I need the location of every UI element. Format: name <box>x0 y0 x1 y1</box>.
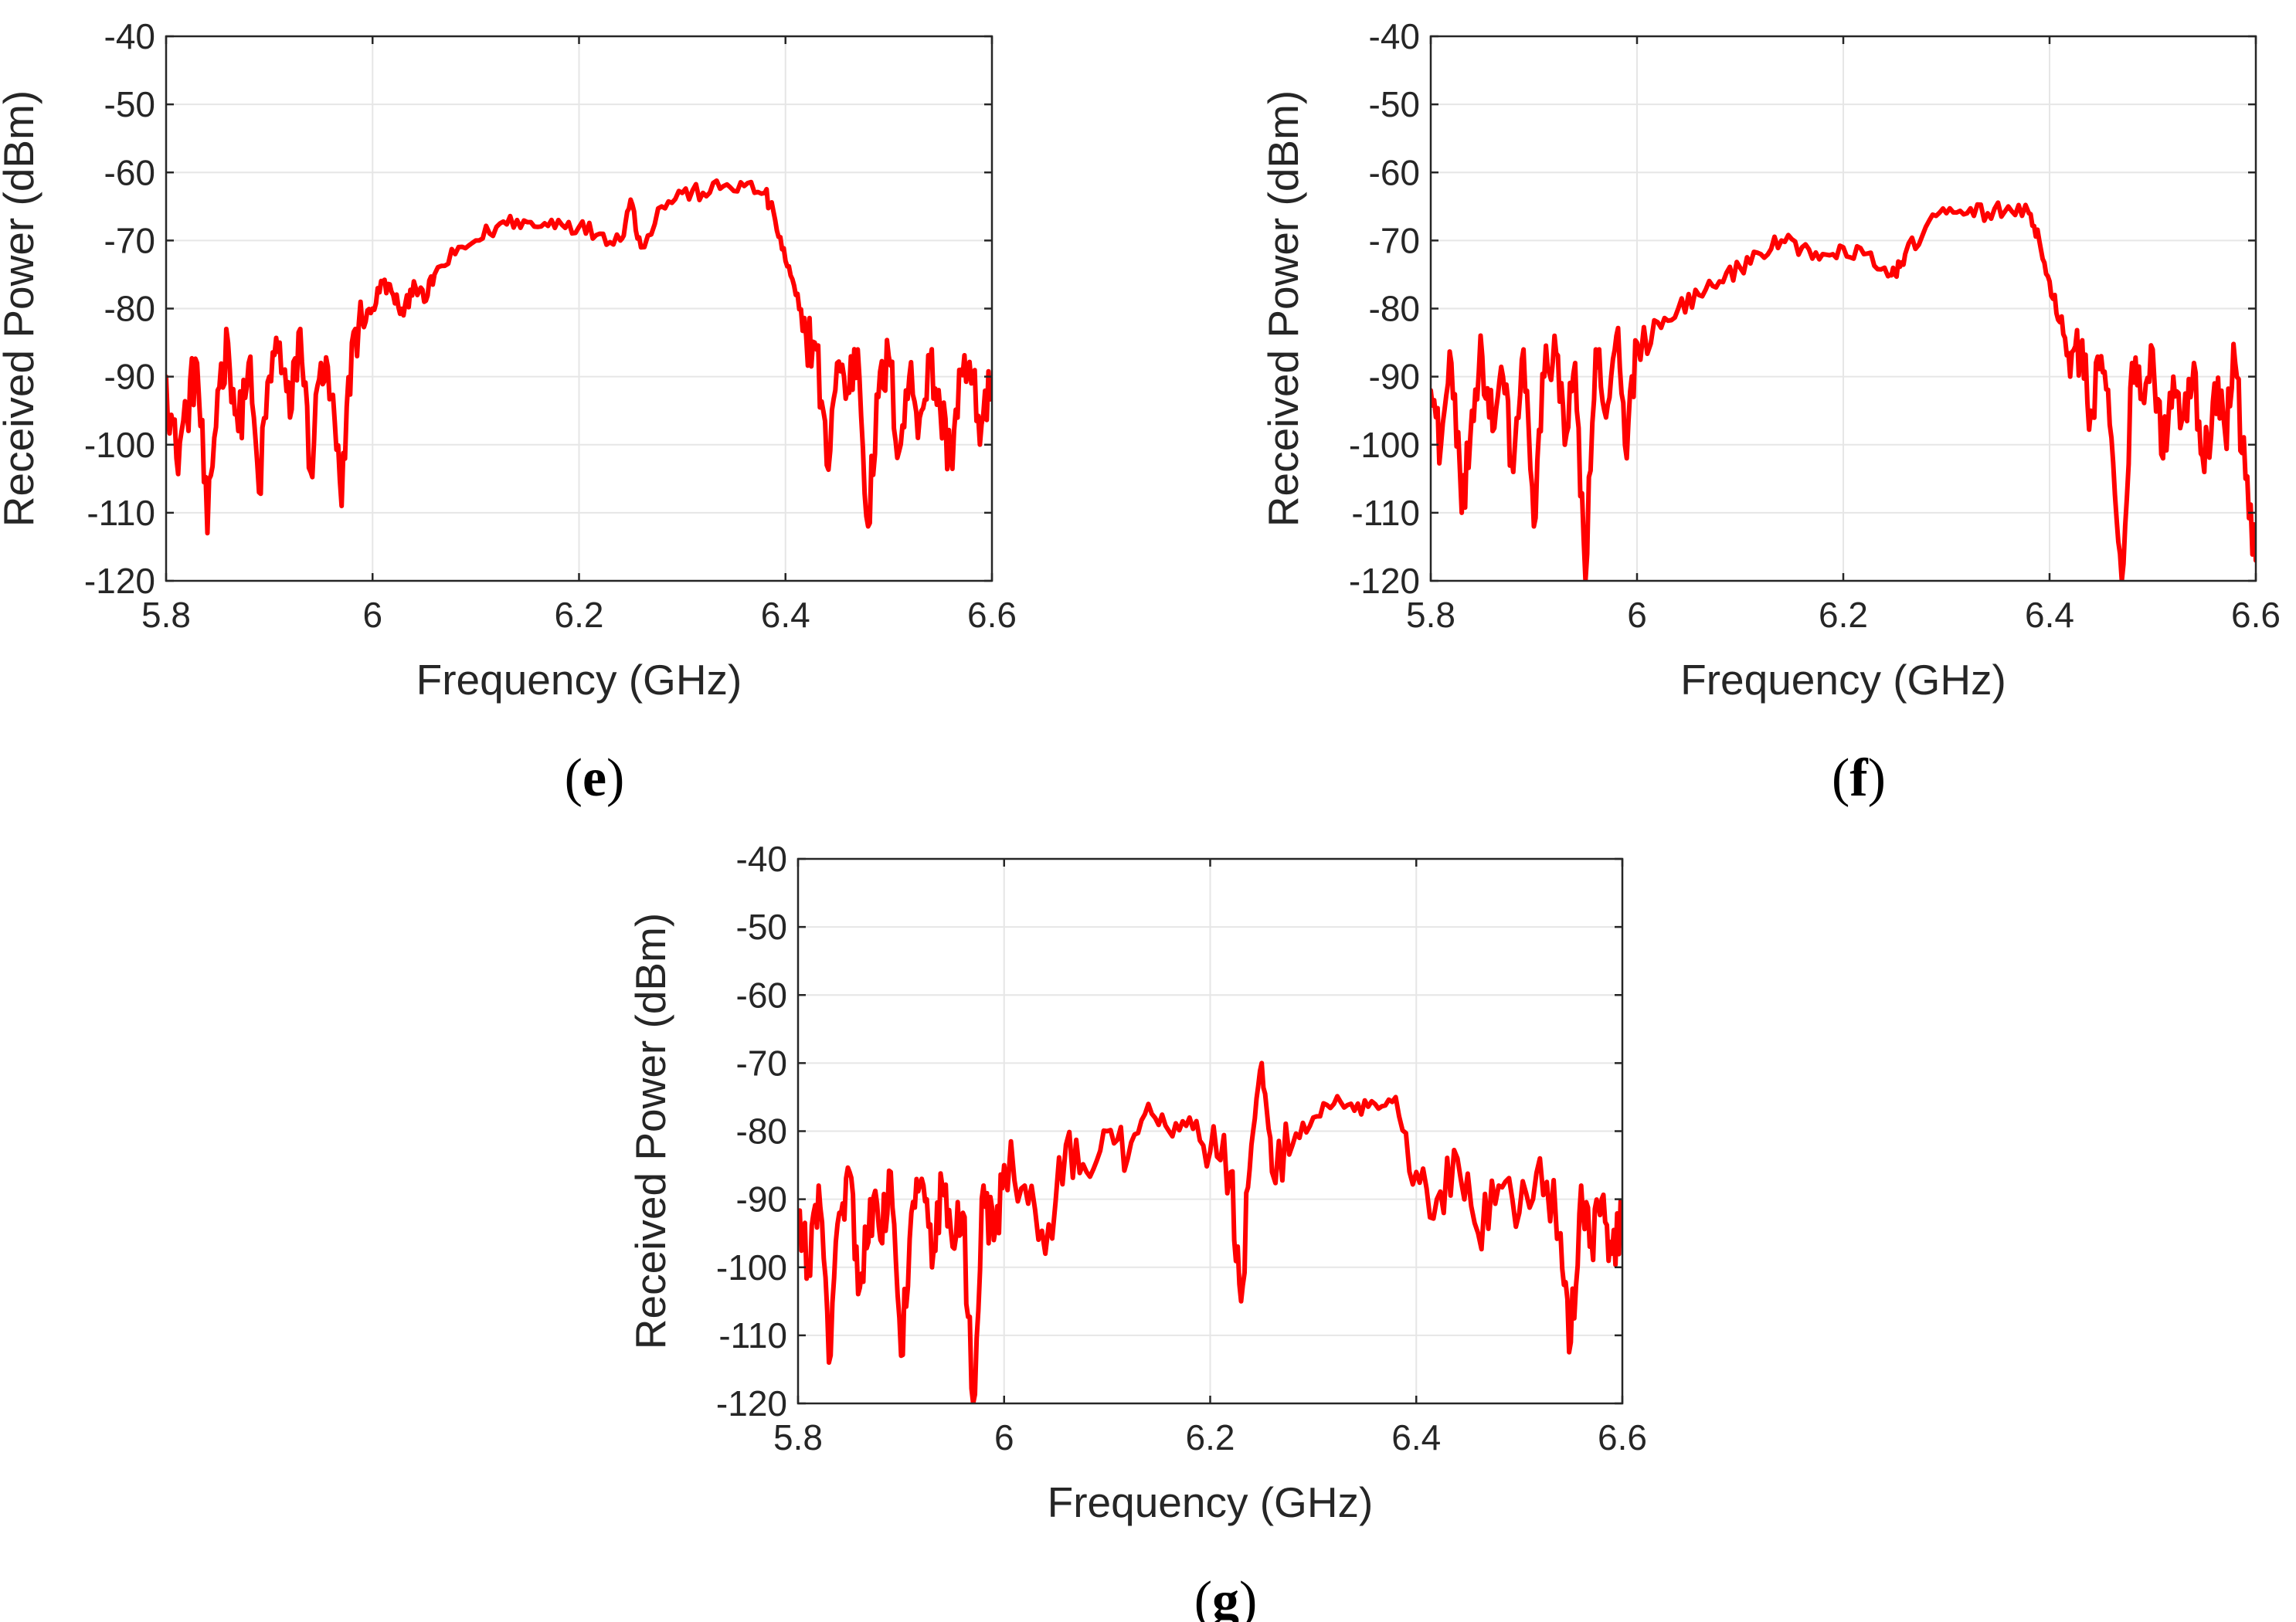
x-tick-label: 6 <box>1627 595 1647 635</box>
y-tick-label: -80 <box>1369 289 1420 329</box>
x-tick-label: 5.8 <box>773 1417 823 1457</box>
x-tick-label: 6.6 <box>2231 595 2281 635</box>
y-axis-label: Received Power (dBm) <box>627 913 674 1349</box>
x-tick-label: 6 <box>362 595 382 635</box>
y-tick-label: -70 <box>104 220 155 260</box>
x-tick-label: 6.4 <box>2025 595 2074 635</box>
y-tick-label: -40 <box>1369 16 1420 56</box>
x-tick-label: 5.8 <box>141 595 191 635</box>
y-tick-label: -110 <box>718 1315 787 1356</box>
x-tick-label: 6 <box>994 1417 1014 1457</box>
y-tick-label: -110 <box>1351 493 1420 533</box>
y-tick-label: -100 <box>716 1247 787 1288</box>
x-tick-label: 6.4 <box>1391 1417 1441 1457</box>
y-tick-label: -60 <box>104 152 155 192</box>
panel-caption: (e) <box>565 748 625 808</box>
y-tick-label: -50 <box>736 907 787 947</box>
chart-panel-f: 5.8 6 6.2 6.4 6.6 -40 -50 -60 -70 -80 -90 -100 -110 -… <box>1259 16 2281 808</box>
panel-caption: (g) <box>1194 1571 1258 1622</box>
y-tick-label: -100 <box>1349 425 1420 465</box>
y-tick-label: -90 <box>736 1179 787 1220</box>
y-tick-label: -50 <box>1369 84 1420 124</box>
y-tick-label: -80 <box>736 1111 787 1152</box>
series-line <box>798 1060 1622 1403</box>
x-tick-label: 6.4 <box>761 595 810 635</box>
y-tick-label: -90 <box>1369 357 1420 397</box>
x-axis-label: Frequency (GHz) <box>1048 1478 1374 1526</box>
y-tick-label: -120 <box>84 561 155 601</box>
y-axis-label: Received Power (dBm) <box>1259 90 1307 527</box>
panel-caption: (f) <box>1832 748 1886 808</box>
y-tick-label: -80 <box>104 289 155 329</box>
y-tick-label: -40 <box>736 839 787 879</box>
y-tick-label: -120 <box>716 1383 787 1423</box>
x-axis-label: Frequency (GHz) <box>1680 656 2006 704</box>
series-line <box>166 178 992 536</box>
chart-panel-g: 5.8 6 6.2 6.4 6.6 -40 -50 -60 -70 -80 -90 -100 -110 -… <box>627 839 1647 1622</box>
x-tick-label: 6.2 <box>1819 595 1868 635</box>
y-tick-label: -60 <box>736 975 787 1015</box>
x-axis-label: Frequency (GHz) <box>416 656 742 704</box>
y-tick-label: -90 <box>104 357 155 397</box>
x-tick-label: 6.6 <box>1598 1417 1647 1457</box>
chart-panel-e: 5.8 6 6.2 6.4 6.6 -40 -50 -60 -70 -80 -90 -100 -110 -… <box>0 16 1017 808</box>
y-tick-label: -40 <box>104 16 155 56</box>
x-tick-label: 6.2 <box>555 595 604 635</box>
y-tick-label: -60 <box>1369 152 1420 192</box>
y-tick-label: -100 <box>84 425 155 465</box>
y-tick-label: -110 <box>87 493 155 533</box>
y-tick-label: -70 <box>1369 220 1420 260</box>
x-tick-label: 5.8 <box>1406 595 1455 635</box>
x-tick-label: 6.2 <box>1186 1417 1235 1457</box>
y-tick-label: -50 <box>104 84 155 124</box>
x-tick-label: 6.6 <box>967 595 1017 635</box>
y-tick-label: -70 <box>736 1043 787 1083</box>
series-line <box>1431 200 2256 581</box>
y-axis-label: Received Power (dBm) <box>0 90 42 527</box>
y-tick-label: -120 <box>1349 561 1420 601</box>
